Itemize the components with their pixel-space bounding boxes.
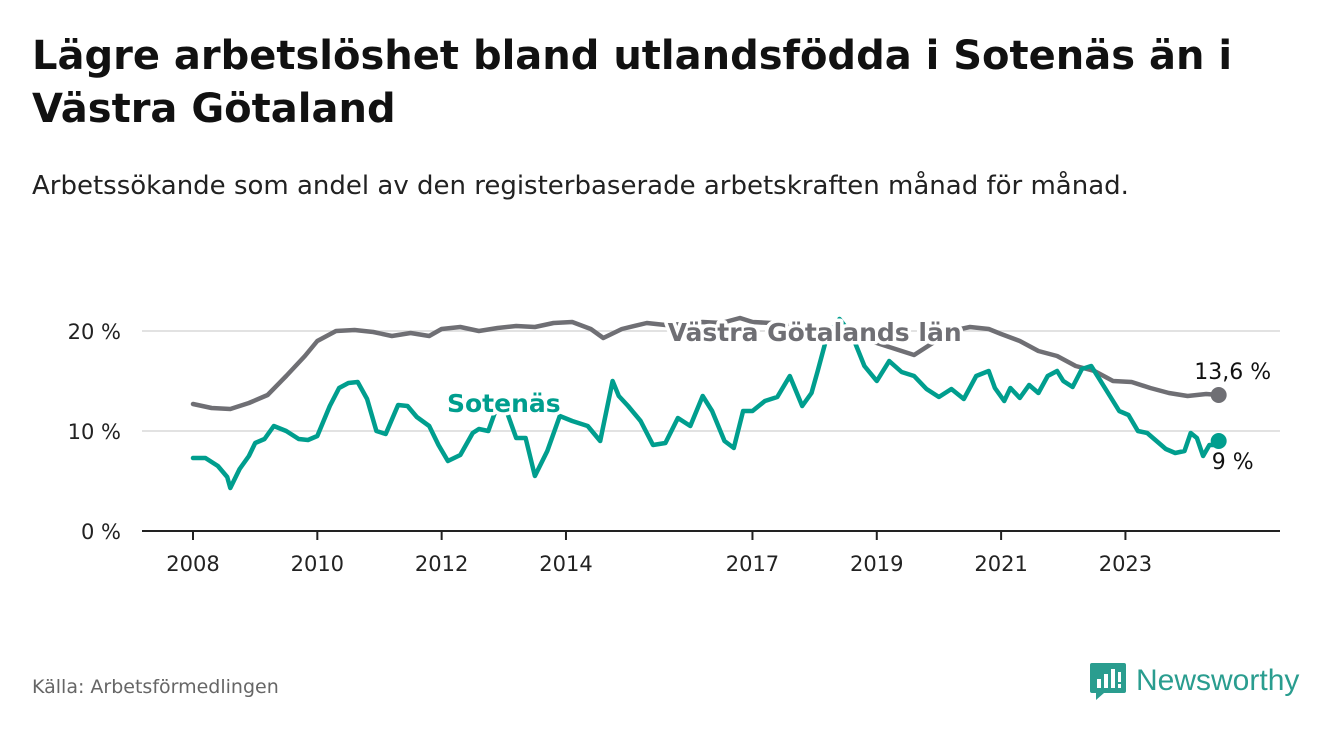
series-lines (190, 315, 1227, 491)
series-end-label: 13,6 % (1194, 360, 1271, 385)
chart-subtitle: Arbetssökande som andel av den registerb… (32, 171, 1129, 201)
x-tick-label: 2017 (726, 552, 779, 576)
x-tick-label: 2023 (1099, 552, 1152, 576)
x-tick-label: 2010 (291, 552, 344, 576)
series-line (190, 316, 1221, 491)
chart-title: Lägre arbetslöshet bland utlandsfödda i … (32, 33, 1233, 132)
source-credit: Källa: Arbetsförmedlingen (32, 676, 279, 698)
series-labels: 13,6 % Västra Götalands län 9 % Sotenäs (443, 315, 1271, 476)
series-end-point (1210, 387, 1227, 403)
line-chart: 0 % 10 % 20 % 2008 2010 2012 2014 2017 2019 2021 2… (68, 315, 1280, 576)
brand-name: Newsworthy (1136, 664, 1300, 697)
newsworthy-logo-icon (1090, 663, 1126, 700)
series-name-label: Sotenäs (447, 389, 561, 418)
x-tick-label: 2019 (850, 552, 903, 576)
x-tick-label: 2008 (166, 552, 219, 576)
series-end-label: 9 % (1212, 450, 1254, 475)
x-tick-label: 2014 (539, 552, 592, 576)
series-line (190, 315, 1221, 412)
axes: 0 % 10 % 20 % 2008 2010 2012 2014 2017 2019 2021 2… (68, 320, 1280, 576)
x-tick-label: 2021 (974, 552, 1027, 576)
series-end-point (1210, 433, 1227, 449)
y-tick-label: 10 % (68, 420, 121, 444)
newsworthy-brand: Newsworthy (1088, 656, 1299, 706)
series-name-label: Västra Götalands län (668, 318, 962, 347)
y-tick-label: 20 % (68, 320, 121, 344)
x-tick-label: 2012 (415, 552, 468, 576)
y-tick-label: 0 % (81, 520, 121, 544)
